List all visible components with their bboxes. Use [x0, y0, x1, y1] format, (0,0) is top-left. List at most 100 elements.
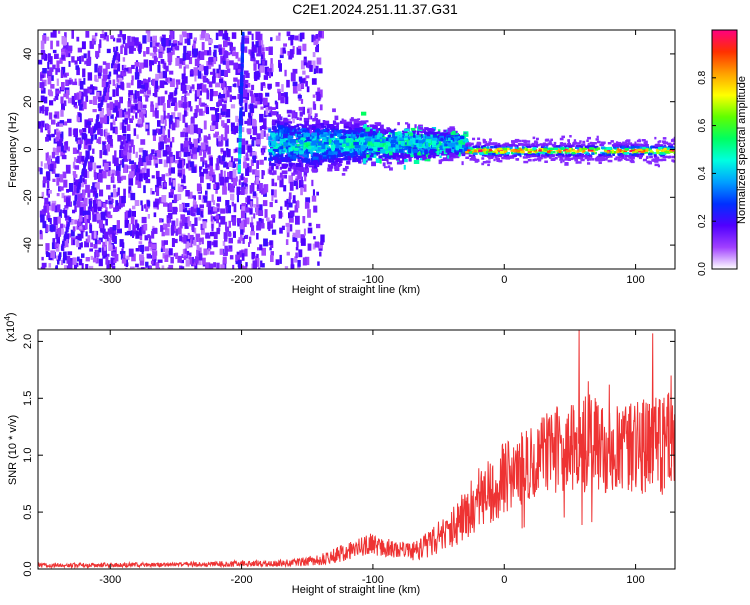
heatmap-cell: [51, 200, 57, 205]
heatmap-cell: [225, 200, 230, 207]
heatmap-cell: [206, 107, 210, 115]
heatmap-cell: [292, 235, 298, 242]
heatmap-cell: [286, 251, 290, 256]
heatmap-cell: [288, 175, 293, 184]
heatmap-cell: [147, 200, 151, 207]
heatmap-cell: [284, 174, 287, 179]
heatmap-cell: [181, 233, 186, 241]
heatmap-cell: [208, 56, 214, 62]
heatmap-cell: [181, 60, 186, 66]
heatmap-cell: [92, 182, 97, 190]
heatmap-cell: [104, 87, 107, 93]
heatmap-cell: [144, 82, 149, 91]
heatmap-cell: [47, 204, 52, 211]
heatmap-cell: [244, 37, 249, 44]
heatmap-cell: [215, 32, 219, 40]
heatmap-cell: [604, 158, 608, 161]
heatmap-cell: [323, 141, 329, 145]
heatmap-cell: [281, 93, 286, 97]
heatmap-cell: [139, 62, 145, 69]
heatmap-cell: [596, 140, 601, 144]
heatmap-cell: [392, 134, 395, 138]
heatmap-cell: [79, 93, 84, 100]
heatmap-cell: [185, 241, 190, 249]
heatmap-cell: [94, 32, 98, 37]
heatmap-cell: [96, 165, 102, 169]
heatmap-cell: [52, 178, 56, 182]
heatmap-cell: [194, 74, 197, 82]
heatmap-cell: [238, 134, 242, 139]
heatmap-cell: [58, 30, 61, 34]
heatmap-cell: [185, 92, 190, 96]
heatmap-cell: [292, 117, 295, 124]
heatmap-cell: [544, 143, 548, 146]
heatmap-cell: [326, 128, 329, 133]
heatmap-cell: [545, 138, 550, 142]
heatmap-cell: [110, 257, 116, 266]
heatmap-cell: [138, 169, 144, 177]
heatmap-cell: [179, 34, 183, 43]
heatmap-cell: [271, 193, 274, 202]
heatmap-cell: [547, 153, 551, 156]
heatmap-cell: [224, 69, 228, 77]
heatmap-cell: [664, 141, 669, 144]
heatmap-cell: [287, 153, 293, 157]
heatmap-cell: [67, 45, 73, 52]
heatmap-cell: [49, 163, 54, 170]
heatmap-cell: [237, 223, 242, 227]
heatmap-cell: [361, 148, 365, 154]
heatmap-cell: [83, 197, 88, 207]
heatmap-cell: [63, 100, 67, 107]
heatmap-cell: [495, 145, 498, 148]
heatmap-cell: [206, 136, 211, 140]
heatmap-cell: [275, 135, 280, 140]
heatmap-cell: [187, 153, 190, 161]
heatmap-cell: [262, 200, 268, 207]
heatmap-cell: [84, 241, 90, 248]
heatmap-cell: [137, 267, 142, 269]
heatmap-cell: [255, 41, 259, 48]
heatmap-cell: [304, 121, 309, 126]
heatmap-cell: [314, 163, 318, 173]
heatmap-cell: [239, 110, 243, 115]
heatmap-cell: [327, 154, 333, 157]
heatmap-cell: [102, 145, 107, 151]
heatmap-cell: [141, 167, 146, 173]
heatmap-cell: [124, 232, 129, 236]
heatmap-cell: [311, 132, 318, 137]
heatmap-cell: [384, 150, 390, 154]
heatmap-cell: [141, 109, 146, 114]
heatmap-cell: [322, 120, 326, 124]
heatmap-cell: [244, 70, 249, 75]
heatmap-cell: [352, 155, 357, 159]
heatmap-cell: [427, 154, 432, 159]
heatmap-cell: [225, 138, 229, 147]
heatmap-cell: [226, 248, 232, 252]
heatmap-cell: [153, 56, 157, 64]
heatmap-cell: [131, 36, 135, 45]
heatmap-cell: [193, 48, 198, 57]
heatmap-cell: [576, 150, 580, 153]
heatmap-cell: [143, 223, 148, 231]
heatmap-cell: [241, 47, 245, 52]
heatmap-cell: [155, 187, 160, 196]
heatmap-cell: [198, 108, 203, 116]
heatmap-cell: [163, 62, 167, 70]
heatmap-cell: [40, 214, 45, 223]
heatmap-cell: [154, 252, 157, 261]
heatmap-cell: [261, 125, 266, 130]
heatmap-cell: [85, 95, 89, 102]
heatmap-cell: [232, 264, 235, 269]
heatmap-cell: [297, 156, 300, 163]
heatmap-cell: [177, 172, 182, 177]
heatmap-cell: [421, 149, 427, 153]
heatmap-cell: [275, 102, 279, 109]
heatmap-cell: [105, 253, 110, 257]
heatmap-cell: [112, 104, 117, 113]
heatmap-cell: [352, 157, 358, 161]
heatmap-cell: [87, 161, 93, 170]
heatmap-cell: [492, 142, 498, 145]
heatmap-cell: [377, 151, 380, 155]
heatmap-cell: [228, 237, 233, 244]
heatmap-cell: [321, 144, 326, 150]
